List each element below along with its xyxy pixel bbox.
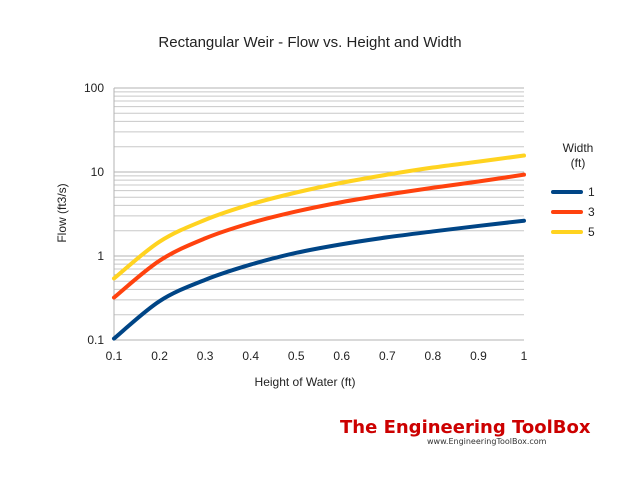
legend-title-line2: (ft) [571,156,586,170]
series-line-width-5 [112,153,526,281]
brand-logo: The Engineering ToolBox www.EngineeringT… [340,417,591,446]
chart-title: Rectangular Weir - Flow vs. Height and W… [158,34,461,51]
x-tick-label: 0.3 [197,349,214,363]
y-tick-label: 100 [84,81,104,95]
legend-label-1: 1 [588,185,595,199]
brand-name: The Engineering ToolBox [340,417,591,438]
legend-label-3: 3 [588,205,595,219]
x-tick-label: 0.9 [470,349,487,363]
x-axis-label: Height of Water (ft) [255,375,356,389]
x-tick-label: 0.8 [425,349,442,363]
legend-title-line1: Width [563,141,594,155]
y-tick-labels: 0.1 1 10 100 [84,81,104,347]
series-line-width-3 [112,172,526,300]
series-lines [112,153,526,341]
legend: Width (ft) 1 3 5 [551,141,595,239]
x-tick-label: 0.7 [379,349,396,363]
y-tick-label: 0.1 [87,333,104,347]
x-tick-label: 0.6 [333,349,350,363]
plot-grid [113,87,524,341]
y-tick-label: 10 [91,165,105,179]
y-axis-label: Flow (ft3/s) [55,183,69,242]
x-tick-label: 0.5 [288,349,305,363]
x-tick-label: 0.1 [106,349,123,363]
x-tick-label: 0.2 [151,349,168,363]
brand-url: www.EngineeringToolBox.com [427,437,547,446]
legend-label-5: 5 [588,225,595,239]
x-tick-labels: 0.1 0.2 0.3 0.4 0.5 0.6 0.7 0.8 0.9 1 [106,349,528,363]
series-line-width-1 [112,218,526,341]
y-tick-label: 1 [97,249,104,263]
x-tick-label: 0.4 [242,349,259,363]
x-tick-label: 1 [521,349,528,363]
